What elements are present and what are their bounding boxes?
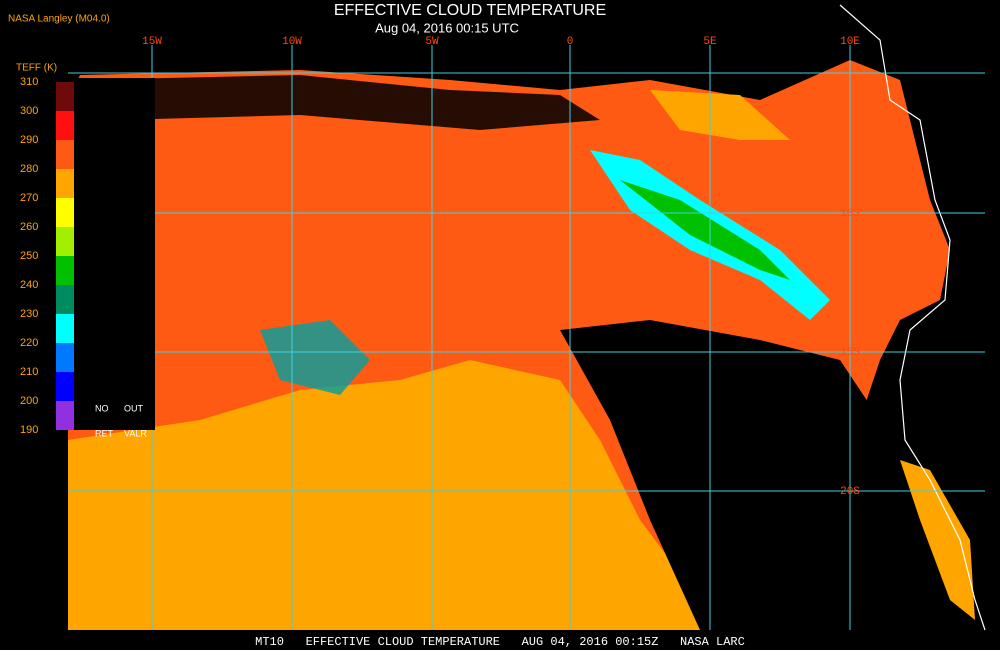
longitude-label: 0 [567,36,574,48]
cold-cloud-core [620,180,790,280]
longitude-label: 15W [142,36,162,48]
longitude-label: 10E [840,36,860,48]
legend-swatch [56,82,74,111]
latitude-label: 20S [840,486,860,498]
clear-north [80,75,600,130]
subtitle: Aug 04, 2016 00:15 UTC [375,20,519,35]
low-cloud-region [68,360,720,630]
legend-tick-label: 300 [20,105,38,117]
coastline [839,4,986,631]
legend-tick-label: 200 [20,395,38,407]
lat-lon-grid: 15W 10W 5W 0 5E 10E 10S 15S 20S [68,36,985,630]
legend-tick-label: 290 [20,134,38,146]
legend-title: TEFF (K) [16,63,57,74]
legend-tick-label: 240 [20,279,38,291]
imagery [68,4,986,631]
latitude-label: 15S [840,347,860,359]
legend-tick-label: 270 [20,192,38,204]
legend: TEFF (K) 310 300 290 280 270 260 250 240 230 220 21… [16,63,155,438]
longitude-label: 10W [282,36,302,48]
latitude-label: 10S [840,208,860,220]
legend-swatch [56,140,74,169]
legend-swatch [56,169,74,198]
legend-swatch [56,314,74,343]
credit: NASA Langley (M04.0) [8,14,110,25]
longitude-label: 5W [425,36,439,48]
legend-note: NO [95,403,109,413]
cold-cloud-west [260,320,370,395]
legend-swatch [56,227,74,256]
legend-swatch [56,401,74,430]
footer: MT10 EFFECTIVE CLOUD TEMPERATURE AUG 04,… [255,635,745,649]
coastal-cloud [900,460,975,620]
legend-swatch [56,372,74,401]
legend-note: VALR [124,428,147,438]
legend-tick-label: 230 [20,308,38,320]
legend-tick-label: 210 [20,366,38,378]
clear-region [560,320,880,630]
legend-swatch [56,256,74,285]
legend-tick-label: 310 [20,76,38,88]
legend-tick-label: 260 [20,221,38,233]
legend-tick-label: 190 [20,424,38,436]
legend-swatch [56,111,74,140]
legend-swatch [56,285,74,314]
longitude-label: 5E [703,36,717,48]
title: EFFECTIVE CLOUD TEMPERATURE [334,2,606,19]
legend-note: OUT [124,403,144,413]
legend-swatch [56,198,74,227]
legend-note: RET [95,428,114,438]
legend-tick-label: 220 [20,337,38,349]
legend-swatch [56,343,74,372]
legend-tick-label: 280 [20,163,38,175]
legend-tick-label: 250 [20,250,38,262]
cloud-patch [650,90,790,140]
